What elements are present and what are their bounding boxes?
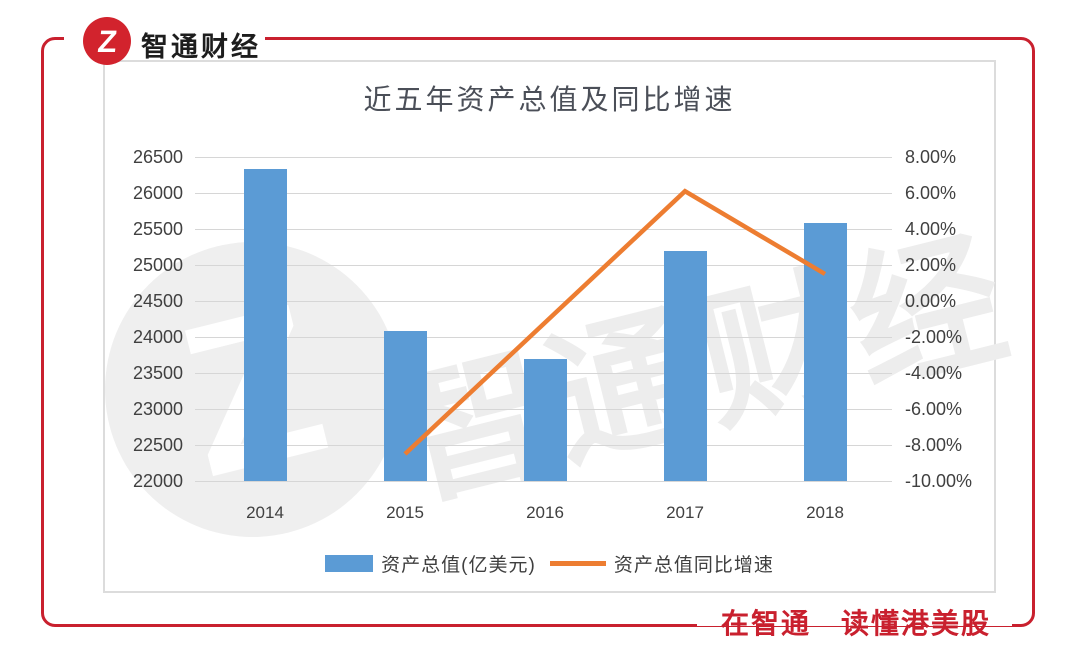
left-axis-tick-label: 23000 — [132, 399, 183, 419]
right-axis-tick-label: -2.00% — [905, 327, 963, 347]
gridline — [195, 265, 892, 266]
right-axis-tick-label: 8.00% — [905, 147, 957, 167]
brand-frame — [41, 37, 1035, 627]
left-axis-tick-label: 24000 — [132, 327, 183, 347]
right-axis-tick-label: 2.00% — [905, 255, 957, 275]
right-axis-tick-label: 4.00% — [905, 219, 957, 239]
right-axis-tick-label: -6.00% — [905, 399, 963, 419]
legend-line-label: 资产总值同比增速 — [613, 555, 774, 576]
bar-2014 — [243, 169, 287, 481]
left-axis-tick-label: 23500 — [132, 363, 183, 383]
chart-container: Z 智通财经 近五年资产总值及同比增速 265008.00%260006.00%… — [73, 60, 1026, 593]
brand-slogan: 在智通 读懂港美股 — [720, 608, 991, 639]
right-axis-tick-label: -8.00% — [905, 435, 963, 455]
bar-2018 — [803, 223, 847, 481]
x-axis-label-2015: 2015 — [386, 503, 424, 522]
bar-2016 — [523, 358, 567, 481]
gridline — [195, 481, 892, 482]
gridline — [195, 229, 892, 230]
left-axis-tick-label: 26000 — [132, 183, 183, 203]
right-axis-tick-label: 6.00% — [905, 183, 957, 203]
left-axis-tick-label: 26500 — [132, 147, 183, 167]
legend-line-swatch — [549, 561, 606, 566]
gridline — [195, 193, 892, 194]
left-axis-tick-label: 25000 — [132, 255, 183, 275]
x-axis-label-2014: 2014 — [246, 503, 284, 522]
bar-2017 — [663, 251, 707, 481]
right-axis-tick-label: -4.00% — [905, 363, 963, 383]
x-axis-label-2018: 2018 — [806, 503, 844, 522]
frame-gap-top — [64, 33, 265, 44]
right-axis-tick-label: -10.00% — [905, 471, 973, 491]
chart-title: 近五年资产总值及同比增速 — [363, 85, 736, 116]
x-axis-label-2017: 2017 — [666, 503, 704, 522]
left-axis-tick-label: 25500 — [132, 219, 183, 239]
frame-gap-bottom — [697, 613, 1012, 626]
x-axis-label-2016: 2016 — [526, 503, 564, 522]
bar-2015 — [383, 331, 427, 481]
legend-bar-label: 资产总值(亿美元) — [381, 555, 536, 576]
legend-bar-swatch — [325, 555, 374, 572]
gridline — [195, 337, 892, 338]
left-axis-tick-label: 24500 — [132, 291, 183, 311]
logo-z-glyph: Z — [95, 23, 119, 59]
gridline — [195, 157, 892, 158]
chart-legend: 资产总值(亿美元) 资产总值同比增速 — [105, 550, 994, 577]
left-axis-tick-label: 22000 — [132, 471, 183, 491]
brand-name: 智通财经 — [141, 32, 261, 62]
right-axis-tick-label: 0.00% — [905, 291, 957, 311]
gridline — [195, 301, 892, 302]
brand-logo-icon: Z — [83, 17, 131, 65]
left-axis-tick-label: 22500 — [132, 435, 183, 455]
